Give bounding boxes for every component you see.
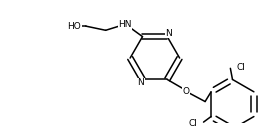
Text: N: N [138, 78, 144, 87]
Text: N: N [166, 29, 172, 38]
Text: HO: HO [67, 22, 81, 31]
Text: HN: HN [118, 20, 132, 29]
Text: Cl: Cl [188, 119, 197, 128]
Text: Cl: Cl [237, 63, 246, 72]
Text: O: O [183, 87, 190, 96]
